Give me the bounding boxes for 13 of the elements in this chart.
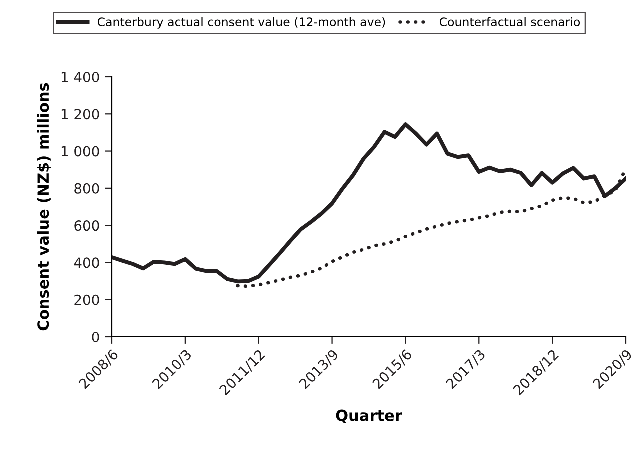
legend-label: Counterfactual scenario: [440, 17, 580, 27]
y-tick-label: 400: [74, 258, 100, 268]
y-tick-label: 0: [92, 332, 100, 342]
y-tick-label: 600: [74, 220, 100, 232]
y-tick-label: 800: [74, 183, 100, 194]
legend-label: Canterbury actual consent value (12-month ave): [98, 17, 386, 29]
y-tick-label: 200: [74, 294, 100, 306]
y-tick-label: 1 400: [62, 72, 100, 82]
x-axis-title: Quarter: [336, 410, 402, 424]
y-tick-label: 1 200: [62, 109, 100, 120]
y-tick-label: 1 000: [62, 146, 100, 157]
y-axis-title: Consent value (NZ$) millions: [37, 83, 52, 331]
line-series: [112, 122, 626, 284]
